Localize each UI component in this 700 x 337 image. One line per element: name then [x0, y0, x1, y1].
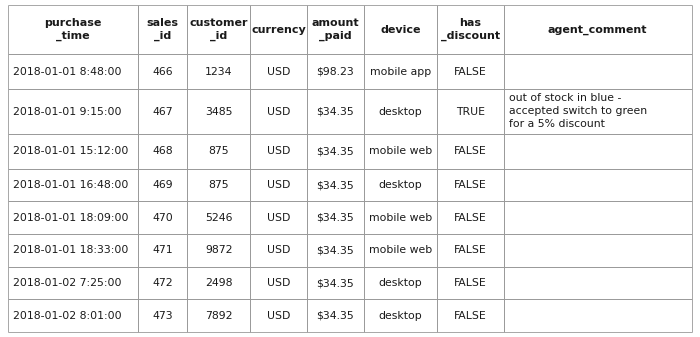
Text: currency: currency — [251, 25, 306, 35]
Text: 2018-01-01 16:48:00: 2018-01-01 16:48:00 — [13, 180, 129, 190]
Text: 2018-01-01 18:33:00: 2018-01-01 18:33:00 — [13, 245, 129, 255]
Text: USD: USD — [267, 146, 290, 156]
Text: USD: USD — [267, 213, 290, 223]
Text: 3485: 3485 — [205, 106, 232, 117]
Text: FALSE: FALSE — [454, 311, 487, 320]
Text: FALSE: FALSE — [454, 278, 487, 288]
Text: 467: 467 — [153, 106, 173, 117]
Text: FALSE: FALSE — [454, 146, 487, 156]
Text: 2018-01-01 8:48:00: 2018-01-01 8:48:00 — [13, 67, 122, 77]
Text: FALSE: FALSE — [454, 180, 487, 190]
Text: 2498: 2498 — [205, 278, 232, 288]
Text: $34.35: $34.35 — [316, 311, 354, 320]
Text: 468: 468 — [153, 146, 173, 156]
Text: 470: 470 — [153, 213, 173, 223]
Text: has
_discount: has _discount — [441, 18, 500, 41]
Text: 2018-01-02 7:25:00: 2018-01-02 7:25:00 — [13, 278, 122, 288]
Text: 5246: 5246 — [205, 213, 232, 223]
Text: 473: 473 — [153, 311, 173, 320]
Text: mobile web: mobile web — [369, 146, 432, 156]
Text: customer
_id: customer _id — [190, 18, 248, 41]
Text: $34.35: $34.35 — [316, 146, 354, 156]
Text: FALSE: FALSE — [454, 213, 487, 223]
Text: 1234: 1234 — [205, 67, 232, 77]
Text: 7892: 7892 — [205, 311, 232, 320]
Text: FALSE: FALSE — [454, 245, 487, 255]
Text: 9872: 9872 — [205, 245, 232, 255]
Text: USD: USD — [267, 278, 290, 288]
Text: device: device — [380, 25, 421, 35]
Text: USD: USD — [267, 311, 290, 320]
Text: $34.35: $34.35 — [316, 106, 354, 117]
Text: 2018-01-02 8:01:00: 2018-01-02 8:01:00 — [13, 311, 122, 320]
Text: 472: 472 — [153, 278, 173, 288]
Text: out of stock in blue -
accepted switch to green
for a 5% discount: out of stock in blue - accepted switch t… — [509, 93, 647, 129]
Text: $34.35: $34.35 — [316, 180, 354, 190]
Text: 469: 469 — [153, 180, 173, 190]
Text: FALSE: FALSE — [454, 67, 487, 77]
Text: 466: 466 — [153, 67, 173, 77]
Text: 875: 875 — [209, 146, 229, 156]
Text: 471: 471 — [153, 245, 173, 255]
Text: 2018-01-01 18:09:00: 2018-01-01 18:09:00 — [13, 213, 129, 223]
Text: 875: 875 — [209, 180, 229, 190]
Text: $34.35: $34.35 — [316, 245, 354, 255]
Text: USD: USD — [267, 180, 290, 190]
Text: USD: USD — [267, 67, 290, 77]
Text: TRUE: TRUE — [456, 106, 485, 117]
Text: sales
_id: sales _id — [147, 18, 178, 41]
Text: USD: USD — [267, 245, 290, 255]
Text: USD: USD — [267, 106, 290, 117]
Text: agent_comment: agent_comment — [548, 25, 648, 35]
Text: desktop: desktop — [379, 106, 422, 117]
Text: desktop: desktop — [379, 311, 422, 320]
Text: 2018-01-01 9:15:00: 2018-01-01 9:15:00 — [13, 106, 122, 117]
Text: purchase
_time: purchase _time — [45, 18, 102, 41]
Text: desktop: desktop — [379, 180, 422, 190]
Text: 2018-01-01 15:12:00: 2018-01-01 15:12:00 — [13, 146, 129, 156]
Text: mobile web: mobile web — [369, 245, 432, 255]
Text: $34.35: $34.35 — [316, 213, 354, 223]
Text: mobile app: mobile app — [370, 67, 431, 77]
Text: mobile web: mobile web — [369, 213, 432, 223]
Text: $34.35: $34.35 — [316, 278, 354, 288]
Text: $98.23: $98.23 — [316, 67, 354, 77]
Text: amount
_paid: amount _paid — [312, 18, 359, 41]
Text: desktop: desktop — [379, 278, 422, 288]
